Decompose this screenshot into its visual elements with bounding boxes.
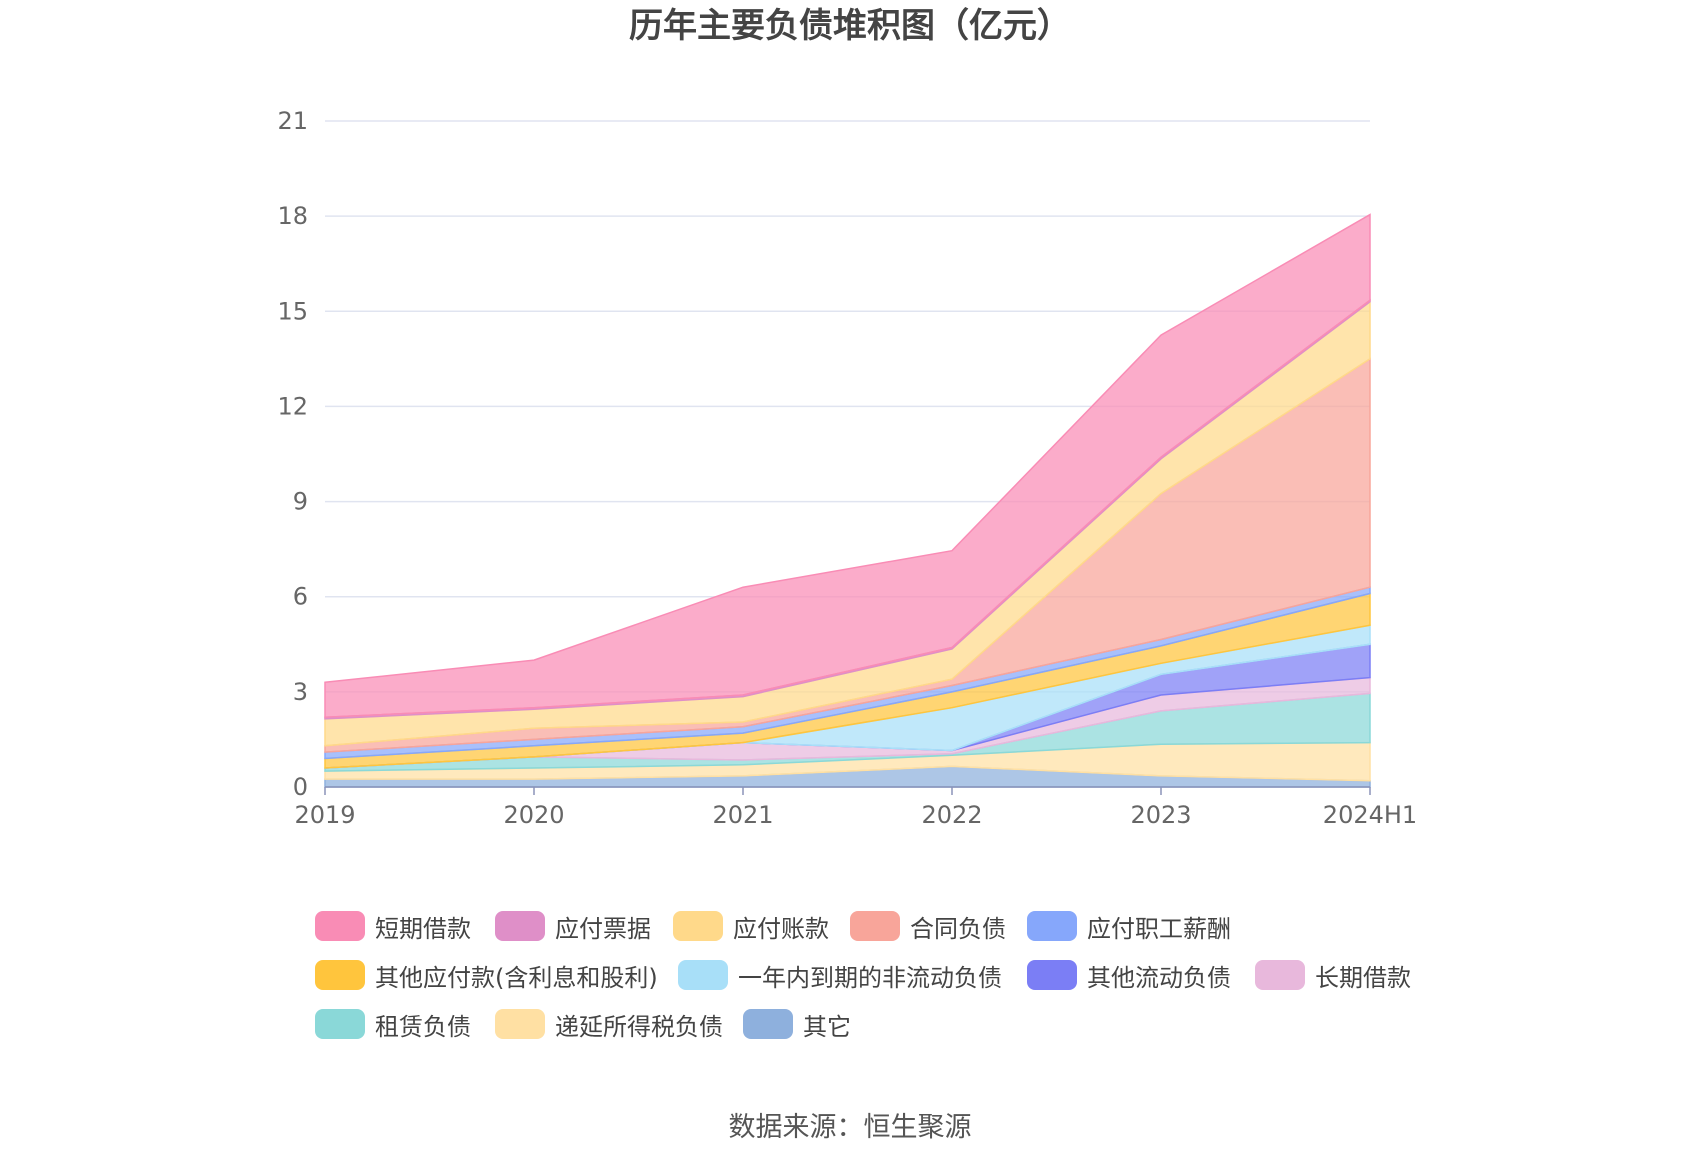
y-tick-label: 15 <box>277 297 308 325</box>
legend-item[interactable]: 应付职工薪酬 <box>1027 908 1231 944</box>
x-tick-label: 2024H1 <box>1323 801 1417 829</box>
legend-swatch <box>315 1009 365 1039</box>
legend-item[interactable]: 应付票据 <box>495 908 651 944</box>
area-series: 短期借款 <box>324 213 1371 718</box>
legend-label: 短期借款 <box>375 914 471 943</box>
legend-swatch <box>495 911 545 941</box>
legend-swatch <box>315 960 365 990</box>
stacked-areas: 其它递延所得税负债租赁负债长期借款其他流动负债一年内到期的非流动负债其他应付款(… <box>324 213 1371 788</box>
legend-item[interactable]: 长期借款 <box>1255 957 1411 993</box>
y-tick-label: 9 <box>293 488 308 516</box>
axes: 2019 2020 2021 2022 2023 2024H1 <box>294 786 1417 829</box>
legend-item[interactable]: 递延所得税负债 <box>495 1006 723 1042</box>
legend-swatch <box>495 1009 545 1039</box>
x-tick-label: 2021 <box>712 801 773 829</box>
legend-label: 其它 <box>803 1012 851 1041</box>
legend-item[interactable]: 租赁负债 <box>315 1006 471 1042</box>
legend-item[interactable]: 应付账款 <box>673 908 829 944</box>
legend-swatch <box>1255 960 1305 990</box>
legend-label: 合同负债 <box>910 914 1006 943</box>
legend-swatch <box>1027 960 1077 990</box>
y-tick-label: 3 <box>293 678 308 706</box>
legend-item[interactable]: 其他流动负债 <box>1027 957 1231 993</box>
y-tick-label: 0 <box>293 773 308 801</box>
legend-label: 应付职工薪酬 <box>1087 914 1231 943</box>
y-tick-label: 6 <box>293 583 308 611</box>
y-tick-label: 12 <box>277 392 308 420</box>
x-tick-label: 2020 <box>503 801 564 829</box>
y-tick-label: 18 <box>277 202 308 230</box>
legend-swatch <box>673 911 723 941</box>
legend-label: 一年内到期的非流动负债 <box>738 963 1002 992</box>
x-tick-label: 2019 <box>294 801 355 829</box>
legend-label: 递延所得税负债 <box>555 1012 723 1041</box>
legend-item[interactable]: 其他应付款(含利息和股利) <box>315 957 658 993</box>
legend-label: 其他流动负债 <box>1087 963 1231 992</box>
legend-item[interactable]: 合同负债 <box>850 908 1006 944</box>
x-tick-label: 2023 <box>1130 801 1191 829</box>
legend-item[interactable]: 一年内到期的非流动负债 <box>678 957 1002 993</box>
legend-swatch <box>743 1009 793 1039</box>
y-tick-label: 21 <box>277 107 308 135</box>
legend-label: 长期借款 <box>1315 963 1411 992</box>
x-tick-label: 2022 <box>921 801 982 829</box>
legend-item[interactable]: 短期借款 <box>315 908 471 944</box>
legend-swatch <box>678 960 728 990</box>
legend-label: 应付账款 <box>733 914 829 943</box>
legend-label: 应付票据 <box>555 914 651 943</box>
legend-swatch <box>850 911 900 941</box>
legend-label: 租赁负债 <box>375 1012 471 1041</box>
legend-label: 其他应付款(含利息和股利) <box>375 963 658 992</box>
source-note: 数据来源：恒生聚源 <box>728 1112 972 1143</box>
legend-swatch <box>1027 911 1077 941</box>
chart-title: 历年主要负债堆积图（亿元） <box>629 6 1071 46</box>
legend-item[interactable]: 其它 <box>743 1006 851 1042</box>
legend-swatch <box>315 911 365 941</box>
